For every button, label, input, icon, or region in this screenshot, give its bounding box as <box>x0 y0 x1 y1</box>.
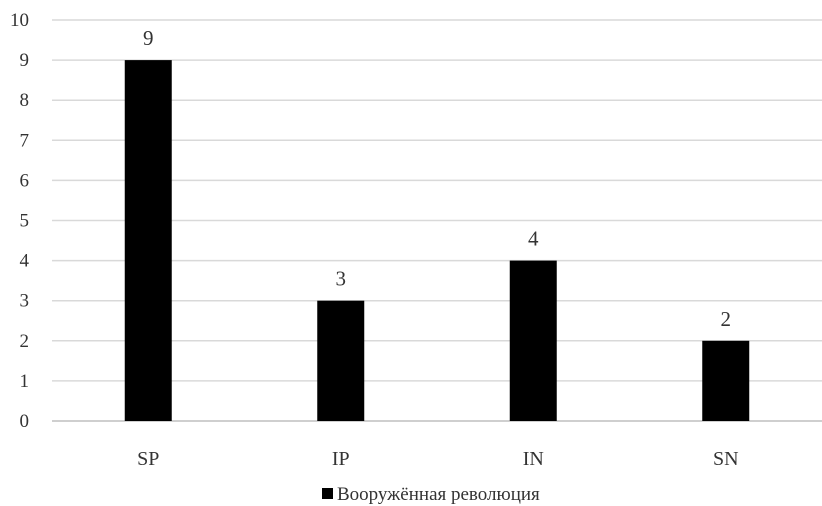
data-label: 2 <box>721 307 732 331</box>
y-tick-label: 2 <box>20 331 30 352</box>
y-tick-label: 10 <box>10 10 29 31</box>
y-tick-label: 1 <box>20 371 30 392</box>
category-label: SN <box>713 448 739 470</box>
bar <box>509 260 557 421</box>
bar <box>124 60 172 421</box>
y-tick-label: 8 <box>20 90 30 111</box>
bars <box>124 60 750 421</box>
y-tick-label: 6 <box>20 170 30 191</box>
y-tick-label: 3 <box>20 291 30 312</box>
y-tick-label: 0 <box>20 411 30 432</box>
y-tick-label: 5 <box>20 211 30 232</box>
y-tick-label: 7 <box>20 130 30 151</box>
data-label: 4 <box>528 227 539 251</box>
bar <box>317 300 365 421</box>
data-labels: 9 3 4 2 <box>143 26 731 331</box>
data-label: 3 <box>336 267 347 291</box>
category-label: IN <box>523 448 544 470</box>
bar <box>702 340 750 421</box>
legend-label: Вооружённая революция <box>337 484 540 505</box>
legend: Вооружённая революция <box>322 484 540 505</box>
data-label: 9 <box>143 26 154 50</box>
category-label: SP <box>137 448 159 470</box>
y-axis-tick-labels: 0 1 2 3 4 5 6 7 8 9 10 <box>10 10 30 432</box>
y-tick-label: 4 <box>20 251 30 272</box>
x-axis-category-labels: SP IP IN SN <box>137 448 738 470</box>
y-tick-label: 9 <box>20 50 30 71</box>
category-label: IP <box>332 448 350 470</box>
legend-swatch <box>322 488 333 499</box>
gridlines <box>52 19 822 422</box>
